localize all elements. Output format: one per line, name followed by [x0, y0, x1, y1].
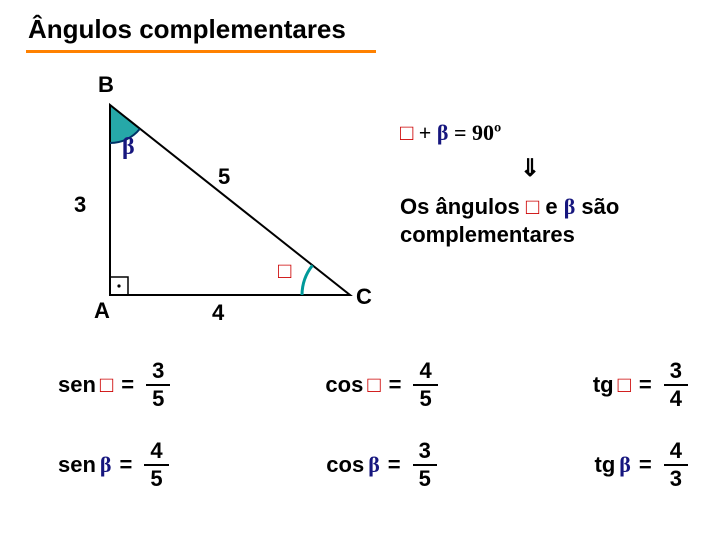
denominator: 4	[664, 386, 688, 410]
equation-row-1: sen □=35cos □=45tg □=34	[58, 360, 688, 410]
equation: tg □ = 34	[593, 360, 688, 410]
function-label: cos	[325, 372, 363, 398]
title-underline	[26, 50, 376, 53]
vertex-C: C	[356, 284, 372, 310]
vertex-B: B	[98, 72, 114, 98]
equals-sign: =	[120, 452, 133, 478]
sum-line: □ + β = 90º	[400, 120, 700, 146]
page-title: Ângulos complementares	[28, 14, 346, 45]
equals-sign: =	[639, 372, 652, 398]
numerator: 4	[664, 440, 688, 464]
numerator: 3	[664, 360, 688, 384]
equals-sign: =	[388, 452, 401, 478]
numerator: 4	[144, 440, 168, 464]
equation: sen □ = 35	[58, 360, 170, 410]
sum-beta: β	[437, 120, 449, 145]
fraction: 45	[413, 360, 437, 410]
angle-symbol: □	[618, 372, 631, 398]
function-label: sen	[58, 452, 96, 478]
stmt-and: e	[539, 194, 563, 219]
triangle-svg	[80, 90, 360, 315]
equals-sign: =	[389, 372, 402, 398]
triangle-outline	[110, 105, 350, 295]
fraction: 35	[413, 440, 437, 490]
sum-plus: +	[413, 120, 437, 145]
denominator: 3	[664, 466, 688, 490]
stmt-line2: complementares	[400, 222, 575, 247]
fraction: 35	[146, 360, 170, 410]
vertex-A: A	[94, 298, 110, 324]
equation-row-2: sen β=45cos β=35tg β=43	[58, 440, 688, 490]
right-angle-dot	[117, 284, 120, 287]
angle-beta-label: β	[122, 134, 135, 161]
sum-eq: = 90º	[448, 120, 501, 145]
angle-symbol: β	[619, 452, 631, 478]
function-label: sen	[58, 372, 96, 398]
equals-sign: =	[639, 452, 652, 478]
angle-alpha-label: □	[278, 258, 291, 284]
denominator: 5	[144, 466, 168, 490]
side-BC: 5	[218, 164, 230, 190]
fraction: 45	[144, 440, 168, 490]
equation: cos β = 35	[326, 440, 437, 490]
angle-symbol: □	[367, 372, 380, 398]
sum-alpha: □	[400, 120, 413, 145]
right-statements: □ + β = 90º ⇓ Os ângulos □ e β são compl…	[400, 120, 700, 248]
numerator: 4	[413, 360, 437, 384]
fraction: 43	[664, 440, 688, 490]
triangle-diagram: B A C 3 4 5 β □	[80, 90, 360, 315]
equals-sign: =	[121, 372, 134, 398]
denominator: 5	[413, 386, 437, 410]
arc-alpha	[302, 265, 313, 295]
numerator: 3	[413, 440, 437, 464]
numerator: 3	[146, 360, 170, 384]
denominator: 5	[413, 466, 437, 490]
side-AB: 3	[74, 192, 86, 218]
stmt-beta: β	[564, 194, 576, 219]
equation: cos □ = 45	[325, 360, 437, 410]
stmt-suffix: são	[575, 194, 619, 219]
statement: Os ângulos □ e β são complementares	[400, 193, 700, 248]
side-AC: 4	[212, 300, 224, 326]
fraction: 34	[664, 360, 688, 410]
stmt-prefix: Os ângulos	[400, 194, 526, 219]
angle-symbol: β	[368, 452, 380, 478]
equation: sen β = 45	[58, 440, 169, 490]
function-label: tg	[593, 372, 614, 398]
angle-symbol: β	[100, 452, 112, 478]
function-label: cos	[326, 452, 364, 478]
denominator: 5	[146, 386, 170, 410]
angle-symbol: □	[100, 372, 113, 398]
function-label: tg	[595, 452, 616, 478]
down-arrow-icon: ⇓	[520, 154, 700, 183]
stmt-alpha: □	[526, 194, 539, 219]
equation: tg β = 43	[595, 440, 688, 490]
